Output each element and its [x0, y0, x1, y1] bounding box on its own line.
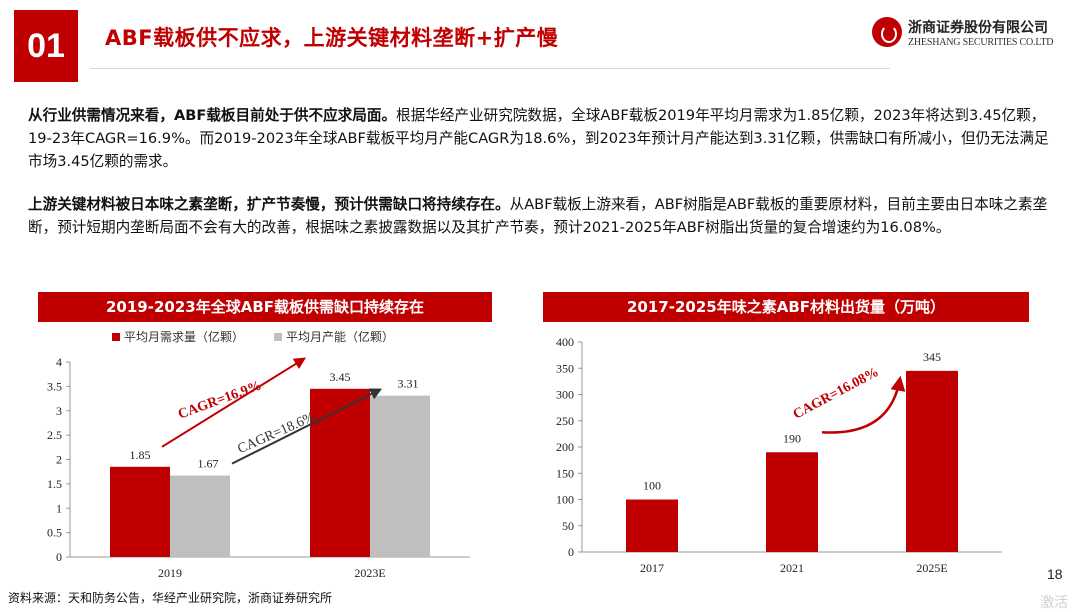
cagr-capacity-arrow — [231, 388, 383, 465]
chart-title-abf-shipment: 2017-2025年味之素ABF材料出货量（万吨） — [543, 292, 1029, 322]
cagr-demand-arrow — [161, 357, 307, 448]
paragraph-body: 根据华经产业研究院数据，全球ABF载板2019年平均月需求为1.85亿颗，202… — [28, 107, 1049, 170]
legend-swatch — [274, 333, 282, 341]
bar — [626, 499, 678, 552]
bar — [370, 395, 430, 557]
y-tick-label: 300 — [556, 388, 574, 402]
cagr-arrow — [821, 375, 906, 434]
source-note: 资料来源：天和防务公告，华经产业研究院，浙商证券研究所 — [8, 591, 333, 605]
header: 01 ABF载板供不应求，上游关键材料垄断+扩产慢 浙商证券股份有限公司 ZHE… — [0, 0, 1080, 90]
bar — [170, 475, 230, 557]
x-tick-label: 2023E — [354, 566, 385, 580]
x-tick-label: 2017 — [640, 561, 664, 575]
x-tick-label: 2019 — [158, 566, 182, 580]
bar — [906, 370, 958, 552]
y-tick-label: 150 — [556, 466, 574, 480]
logo-name-cn: 浙商证券股份有限公司 — [908, 20, 1048, 36]
page-title: ABF载板供不应求，上游关键材料垄断+扩产慢 — [105, 26, 559, 50]
abf-shipment-chart: 0 50 100 150 200 250 300 350 400 100 2017 190 2021 34… — [556, 335, 1002, 575]
x-tick-label: 2021 — [780, 561, 804, 575]
paragraph-upstream: 上游关键材料被日本味之素垄断，扩产节奏慢，预计供需缺口将持续存在。从ABF载板上… — [28, 193, 1058, 239]
y-tick-label: 100 — [556, 493, 574, 507]
bar — [766, 452, 818, 552]
title-divider — [90, 68, 890, 69]
bar-value-label: 3.31 — [398, 377, 419, 391]
y-tick-label: 0.5 — [47, 526, 62, 540]
paragraph-lead: 上游关键材料被日本味之素垄断，扩产节奏慢，预计供需缺口将持续存在。 — [28, 196, 510, 213]
chart-title-supply-gap: 2019-2023年全球ABF载板供需缺口持续存在 — [38, 292, 492, 322]
cagr-label: CAGR=16.08% — [791, 365, 882, 423]
paragraph-lead: 从行业供需情况来看，ABF载板目前处于供不应求局面。 — [28, 107, 397, 124]
y-tick-label: 2 — [56, 453, 62, 467]
x-tick-label: 2025E — [916, 561, 947, 575]
y-tick-label: 2.5 — [47, 428, 62, 442]
page-number: 18 — [1047, 566, 1063, 582]
y-tick-label: 1.5 — [47, 477, 62, 491]
bar-value-label: 1.85 — [130, 448, 151, 462]
y-tick-label: 1 — [56, 501, 62, 515]
section-number: 01 — [14, 10, 78, 82]
y-tick-label: 250 — [556, 414, 574, 428]
cagr-capacity-label: CAGR=18.6% — [236, 410, 318, 458]
y-tick-label: 4 — [56, 355, 62, 369]
logo-icon — [872, 17, 902, 47]
bar-value-label: 100 — [643, 479, 661, 493]
legend-label: 平均月产能（亿颗） — [286, 329, 394, 344]
y-tick-label: 50 — [562, 519, 574, 533]
cagr-demand-label: CAGR=16.9% — [176, 378, 264, 422]
paragraph-supply-demand: 从行业供需情况来看，ABF载板目前处于供不应求局面。根据华经产业研究院数据，全球… — [28, 104, 1058, 173]
legend-label: 平均月需求量（亿颗） — [124, 329, 244, 344]
bar-value-label: 1.67 — [198, 457, 219, 471]
watermark: 激活 — [1040, 595, 1068, 611]
y-tick-label: 200 — [556, 440, 574, 454]
y-tick-label: 0 — [568, 545, 574, 559]
bar — [110, 466, 170, 557]
y-tick-label: 0 — [56, 550, 62, 564]
y-tick-label: 3 — [56, 404, 62, 418]
paragraph-body: 从ABF载板上游来看，ABF树脂是ABF载板的重要原材料，目前主要由日本味之素垄… — [28, 196, 1048, 236]
bar — [310, 388, 370, 557]
company-logo: 浙商证券股份有限公司 ZHESHANG SECURITIES CO.LTD — [872, 15, 1072, 55]
y-tick-label: 3.5 — [47, 379, 62, 393]
bar-value-label: 190 — [783, 431, 801, 445]
y-tick-label: 350 — [556, 361, 574, 375]
supply-gap-chart: 0 0.5 1 1.5 2 2.5 3 3.5 4 平均月需求量（亿颗） 平均月产能（亿颗） 1.85… — [47, 329, 470, 580]
bar-value-label: 345 — [923, 350, 941, 364]
bar-value-label: 3.45 — [330, 370, 351, 384]
legend-swatch — [112, 333, 120, 341]
logo-name-en: ZHESHANG SECURITIES CO.LTD — [908, 37, 1054, 48]
y-tick-label: 400 — [556, 335, 574, 349]
